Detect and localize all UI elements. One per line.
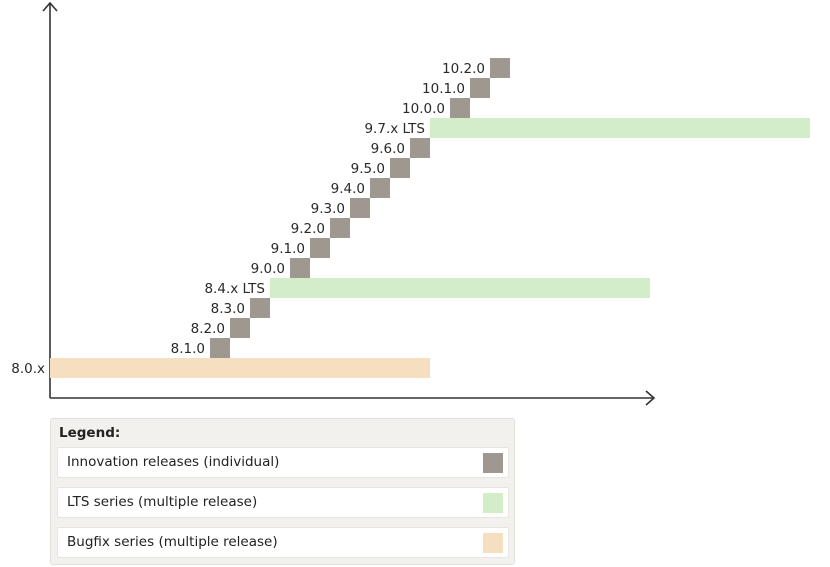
innovation-release-square [390,158,410,178]
release-timeline-diagram: 8.0.x 8.1.0 8.2.0 8.3.0 8.4.x LTS 9.0.0 9.1.0 9… [11,1,810,406]
legend-swatch [483,533,503,553]
innovation-release-square [490,58,510,78]
legend-swatch [483,453,503,473]
innovation-release-square [250,298,270,318]
legend-item-bugfix: Bugfix series (multiple release) [57,527,509,558]
release-label: 9.4.0 [331,181,365,197]
release-label: 10.1.0 [422,81,465,97]
release-label: 9.0.0 [251,261,285,277]
innovation-release-square [370,178,390,198]
innovation-release-square [230,318,250,338]
innovation-release-square [210,338,230,358]
legend-title: Legend: [59,425,121,441]
legend-item-label: LTS series (multiple release) [67,494,258,510]
release-label: 8.4.x LTS [204,281,265,297]
innovation-release-square [330,218,350,238]
innovation-release-square [450,98,470,118]
release-label: 10.2.0 [442,61,485,77]
release-label: 9.2.0 [291,221,325,237]
innovation-release-square [350,198,370,218]
release-label: 8.0.x [11,361,45,377]
bugfix-series-bar [50,358,430,378]
release-label: 8.2.0 [191,321,225,337]
release-label: 9.5.0 [351,161,385,177]
legend-item-label: Innovation releases (individual) [67,454,280,470]
lts-series-bar [430,118,810,138]
axes [42,1,656,406]
innovation-release-square [470,78,490,98]
innovation-release-square [410,138,430,158]
release-label: 9.1.0 [271,241,305,257]
release-label: 8.3.0 [211,301,245,317]
legend-item-label: Bugfix series (multiple release) [67,534,278,550]
y-axis-arrow-icon [42,1,58,12]
innovation-release-square [310,238,330,258]
legend-item-innovation: Innovation releases (individual) [57,447,509,478]
release-label: 9.3.0 [311,201,345,217]
release-label: 10.0.0 [402,101,445,117]
release-label: 9.7.x LTS [364,121,425,137]
legend-item-lts: LTS series (multiple release) [57,487,509,518]
x-axis-arrow-icon [645,390,656,406]
lts-series-bar [270,278,650,298]
legend-swatch [483,493,503,513]
release-label: 8.1.0 [171,341,205,357]
legend: Legend: Innovation releases (individual)… [50,418,515,565]
release-label: 9.6.0 [371,141,405,157]
innovation-release-square [290,258,310,278]
